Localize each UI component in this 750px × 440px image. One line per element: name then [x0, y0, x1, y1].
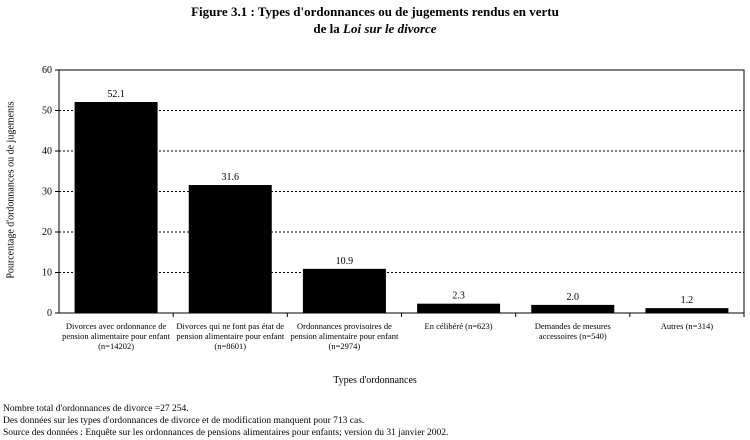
bar — [188, 185, 272, 313]
y-tick-label: 40 — [42, 146, 52, 157]
bar — [302, 268, 386, 313]
category-label: Ordonnances provisoires de — [297, 321, 392, 331]
y-tick-label: 20 — [42, 227, 52, 238]
category-label: pension alimentaire pour enfant — [62, 331, 171, 341]
y-tick-label: 60 — [42, 65, 52, 76]
category-label: Divorces qui ne font pas état de — [176, 321, 284, 331]
category-label: pension alimentaire pour enfant — [176, 331, 285, 341]
category-label: accessoires (n=540) — [539, 331, 607, 341]
chart-title-line2: de la Loi sur le divorce — [0, 21, 750, 37]
category-label: En célibéré (n=623) — [425, 321, 493, 331]
note-missing: Des données sur les types d'ordonnances … — [3, 416, 365, 426]
y-tick-label: 0 — [47, 308, 52, 319]
category-label: (n=14202) — [98, 341, 134, 351]
data-label: 2.0 — [567, 292, 580, 303]
chart-title: Figure 3.1 : Types d'ordonnances ou de j… — [191, 4, 559, 19]
data-label: 2.3 — [452, 291, 465, 302]
data-label: 1.2 — [681, 295, 694, 306]
bar — [74, 101, 158, 314]
y-tick-label: 50 — [42, 106, 52, 117]
y-axis-title: Pourcentage d'ordonnances ou de jugement… — [5, 101, 17, 279]
category-label: (n=2974) — [329, 341, 361, 351]
category-label: (n=8601) — [214, 341, 246, 351]
data-label: 31.6 — [222, 172, 240, 183]
note-total: Nombre total d'ordonnances de divorce =2… — [3, 404, 189, 414]
category-label: Divorces avec ordonnance de — [66, 321, 167, 331]
data-label: 52.1 — [107, 89, 125, 100]
data-label: 10.9 — [336, 256, 354, 267]
category-label: Autres (n=314) — [661, 321, 713, 331]
bar — [645, 308, 729, 313]
y-tick-label: 10 — [42, 268, 52, 279]
bar — [417, 303, 501, 313]
chart-title-prefix: de la — [313, 21, 344, 36]
bar — [531, 304, 615, 313]
y-tick-label: 30 — [42, 187, 52, 198]
category-label: pension alimentaire pour enfant — [290, 331, 399, 341]
category-label: Demandes de mesures — [535, 321, 611, 331]
plot-frame — [58, 69, 745, 314]
note-source: Source des données : Enquête sur les ord… — [3, 428, 449, 438]
x-axis-title: Types d'ordonnances — [333, 375, 417, 386]
chart-title-italic: Loi sur le divorce — [343, 21, 437, 36]
